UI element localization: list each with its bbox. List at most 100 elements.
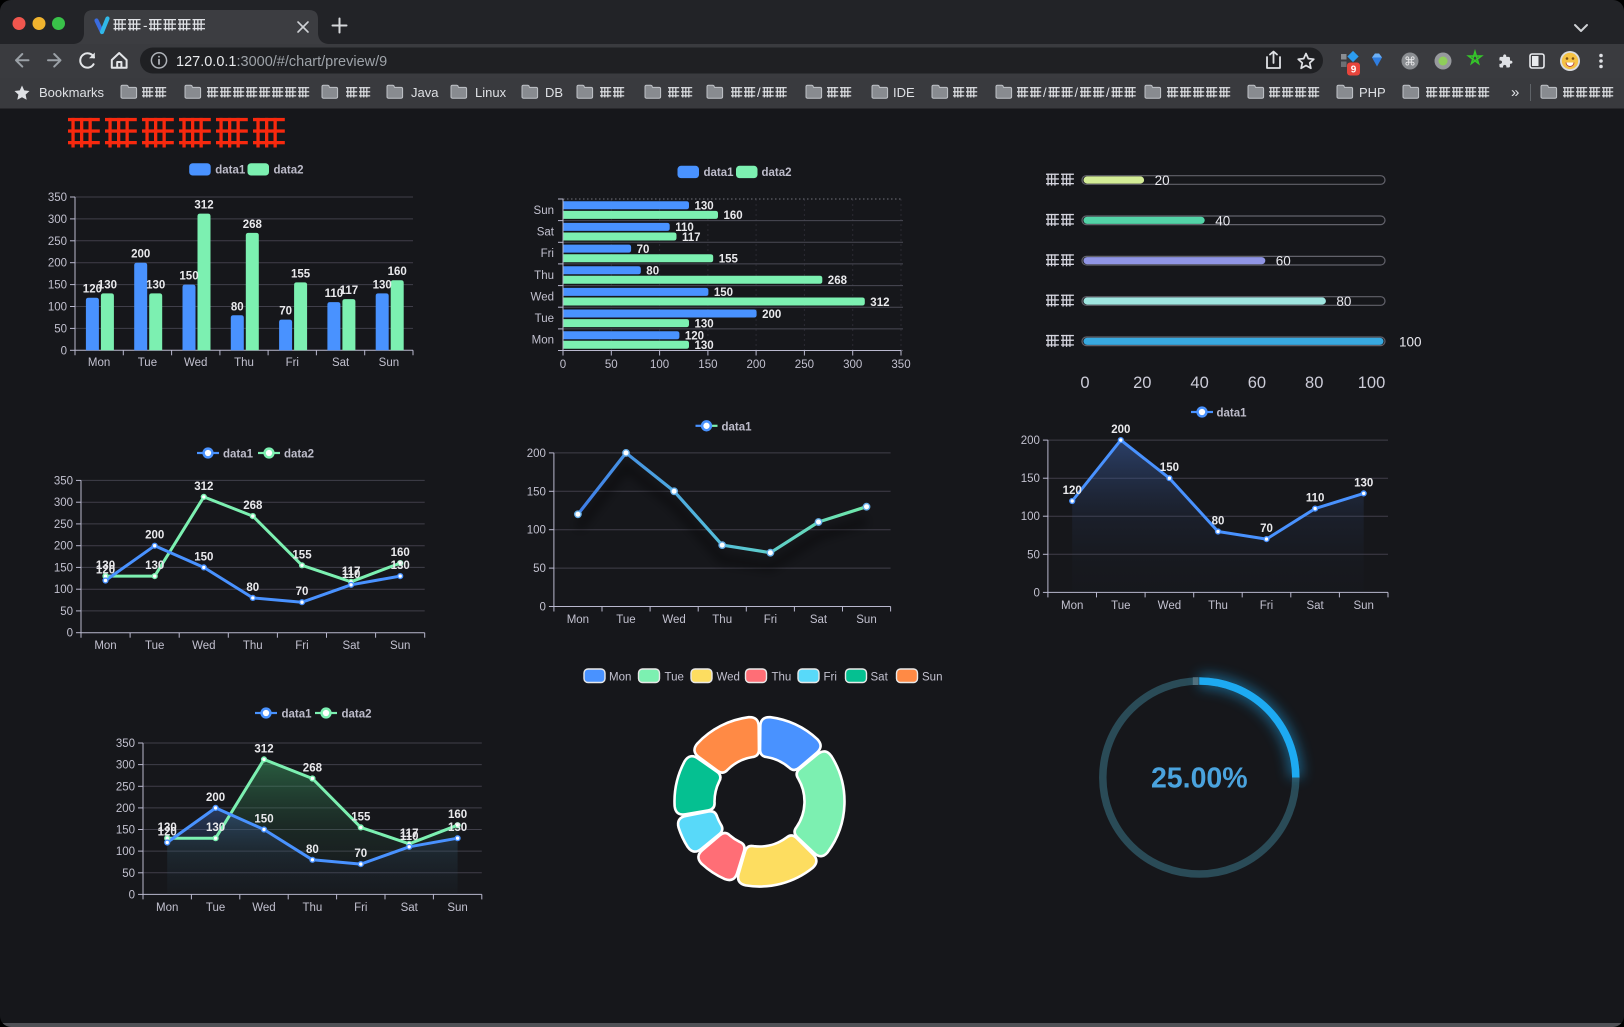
- svg-text:data2: data2: [342, 709, 372, 721]
- svg-text:data1: data1: [704, 167, 735, 179]
- svg-text:50: 50: [533, 563, 546, 575]
- svg-text:Thu: Thu: [534, 270, 554, 282]
- svg-text:127.0.0.1:3000/#/chart/preview: 127.0.0.1:3000/#/chart/preview/9: [176, 54, 387, 70]
- svg-text:Sat: Sat: [401, 902, 419, 914]
- svg-text:312: 312: [194, 200, 213, 212]
- svg-text:110: 110: [342, 569, 361, 581]
- svg-text:Fri: Fri: [541, 248, 554, 260]
- svg-text:/: /: [1043, 85, 1047, 100]
- svg-text:Fri: Fri: [286, 357, 299, 369]
- svg-text:160: 160: [391, 547, 410, 559]
- svg-text:50: 50: [122, 868, 135, 880]
- svg-text:130: 130: [373, 279, 392, 291]
- svg-text:300: 300: [54, 497, 73, 509]
- svg-text:160: 160: [388, 266, 407, 278]
- svg-text:117: 117: [340, 285, 359, 297]
- svg-text:120: 120: [96, 565, 115, 577]
- svg-text:130: 130: [206, 822, 225, 834]
- svg-text:160: 160: [448, 809, 467, 821]
- svg-text:300: 300: [116, 760, 135, 772]
- svg-text:268: 268: [243, 219, 263, 231]
- svg-text:Thu: Thu: [712, 614, 732, 626]
- svg-text:100: 100: [48, 302, 67, 314]
- svg-text:Mon: Mon: [532, 335, 554, 347]
- svg-text:PHP: PHP: [1359, 85, 1386, 100]
- svg-text:Tue: Tue: [616, 614, 635, 626]
- svg-text:350: 350: [116, 738, 135, 750]
- svg-text:130: 130: [158, 822, 177, 834]
- svg-text:Thu: Thu: [243, 640, 263, 652]
- svg-text:40: 40: [1190, 374, 1208, 392]
- svg-text:117: 117: [400, 828, 419, 840]
- svg-text:120: 120: [83, 284, 102, 296]
- svg-text:60: 60: [1248, 374, 1266, 392]
- svg-text:0: 0: [539, 602, 545, 614]
- svg-text:0: 0: [61, 345, 67, 357]
- svg-text:130: 130: [1354, 477, 1373, 489]
- svg-text:80: 80: [246, 582, 259, 594]
- svg-text:50: 50: [1027, 549, 1040, 561]
- svg-text:130: 130: [98, 279, 117, 291]
- svg-text:Sun: Sun: [856, 614, 876, 626]
- svg-text:200: 200: [762, 309, 781, 321]
- svg-text:0: 0: [560, 359, 566, 371]
- svg-text:/: /: [1075, 85, 1079, 100]
- svg-text:70: 70: [354, 848, 367, 860]
- svg-text:Sun: Sun: [922, 672, 942, 684]
- svg-text:0: 0: [67, 628, 73, 640]
- svg-text:160: 160: [724, 210, 743, 222]
- svg-text:Wed: Wed: [192, 640, 215, 652]
- svg-text:data2: data2: [284, 449, 314, 461]
- svg-text:data1: data1: [1217, 408, 1248, 420]
- svg-text:200: 200: [527, 448, 546, 460]
- svg-text:130: 130: [448, 822, 467, 834]
- svg-text:80: 80: [1305, 374, 1323, 392]
- svg-text:200: 200: [54, 541, 73, 553]
- svg-text:data1: data1: [215, 165, 246, 177]
- svg-text:Thu: Thu: [234, 357, 254, 369]
- svg-text:120: 120: [158, 827, 177, 839]
- svg-text:Thu: Thu: [302, 902, 322, 914]
- svg-text:Wed: Wed: [717, 672, 740, 684]
- svg-text:Sat: Sat: [1306, 600, 1324, 612]
- svg-text:200: 200: [145, 530, 164, 542]
- svg-text:130: 130: [695, 340, 714, 352]
- svg-text:130: 130: [146, 279, 165, 291]
- svg-text:268: 268: [243, 500, 263, 512]
- svg-text:150: 150: [116, 825, 135, 837]
- svg-text:Sat: Sat: [537, 227, 555, 239]
- svg-text:250: 250: [54, 519, 73, 531]
- svg-text:Tue: Tue: [665, 672, 684, 684]
- svg-text:150: 150: [48, 280, 67, 292]
- svg-text:117: 117: [342, 566, 361, 578]
- svg-text:110: 110: [1306, 493, 1325, 505]
- svg-text:/: /: [757, 85, 761, 100]
- svg-text:300: 300: [843, 359, 862, 371]
- svg-text:117: 117: [682, 232, 701, 244]
- svg-text:80: 80: [231, 301, 244, 313]
- svg-text:20: 20: [1133, 374, 1151, 392]
- svg-text:Sun: Sun: [390, 640, 410, 652]
- svg-text:⌘: ⌘: [1404, 55, 1416, 69]
- svg-text:50: 50: [60, 606, 73, 618]
- svg-text:data1: data1: [282, 709, 313, 721]
- svg-text:Mon: Mon: [88, 357, 110, 369]
- svg-text:100: 100: [1021, 511, 1040, 523]
- svg-text:110: 110: [400, 831, 419, 843]
- svg-text:80: 80: [1336, 294, 1351, 309]
- svg-text:Sat: Sat: [871, 672, 889, 684]
- svg-text:312: 312: [194, 481, 213, 493]
- svg-text:110: 110: [675, 222, 694, 234]
- svg-text:200: 200: [131, 249, 150, 261]
- svg-text:Mon: Mon: [609, 672, 631, 684]
- svg-text:150: 150: [527, 486, 546, 498]
- svg-text:60: 60: [1276, 254, 1291, 269]
- svg-text:350: 350: [48, 192, 67, 204]
- svg-text:80: 80: [646, 266, 659, 278]
- svg-text:Sat: Sat: [342, 640, 360, 652]
- svg-text:300: 300: [48, 214, 67, 226]
- svg-text:Tue: Tue: [1111, 600, 1130, 612]
- svg-text:Wed: Wed: [1158, 600, 1181, 612]
- svg-text:50: 50: [605, 359, 618, 371]
- svg-text:70: 70: [279, 306, 292, 318]
